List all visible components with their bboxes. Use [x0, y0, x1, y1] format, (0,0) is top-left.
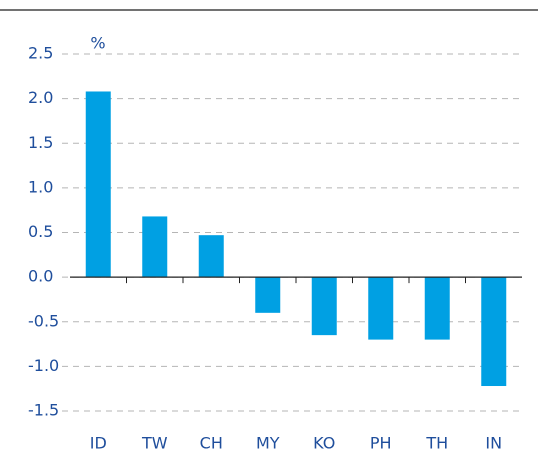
x-tick-label: ID [90, 434, 107, 450]
unit-label: % [90, 34, 105, 53]
x-tick-label: KO [313, 434, 335, 450]
bar [481, 277, 507, 387]
x-tick-label: CH [200, 434, 223, 450]
x-tick-label: IN [485, 434, 502, 450]
bar [85, 91, 111, 278]
y-tick-label: 2.5 [28, 44, 53, 63]
bar [255, 277, 281, 313]
y-tick-label: -0.5 [28, 311, 59, 330]
x-tick-label: TW [141, 434, 168, 450]
bar [142, 216, 168, 278]
y-tick-label: 1.0 [28, 177, 53, 196]
x-tick-label: PH [370, 434, 392, 450]
y-tick-label: 0.0 [28, 267, 53, 286]
x-tick-label: TH [425, 434, 448, 450]
y-tick-label: 2.0 [28, 88, 53, 107]
y-tick-label: 1.5 [28, 133, 53, 152]
y-tick-label: -1.0 [28, 356, 59, 375]
bar [424, 277, 450, 340]
bar [311, 277, 337, 336]
y-tick-label: 0.5 [28, 222, 53, 241]
y-tick-label: -1.5 [28, 401, 59, 420]
bar [198, 235, 224, 278]
bar [368, 277, 394, 340]
x-tick-label: MY [256, 434, 280, 450]
